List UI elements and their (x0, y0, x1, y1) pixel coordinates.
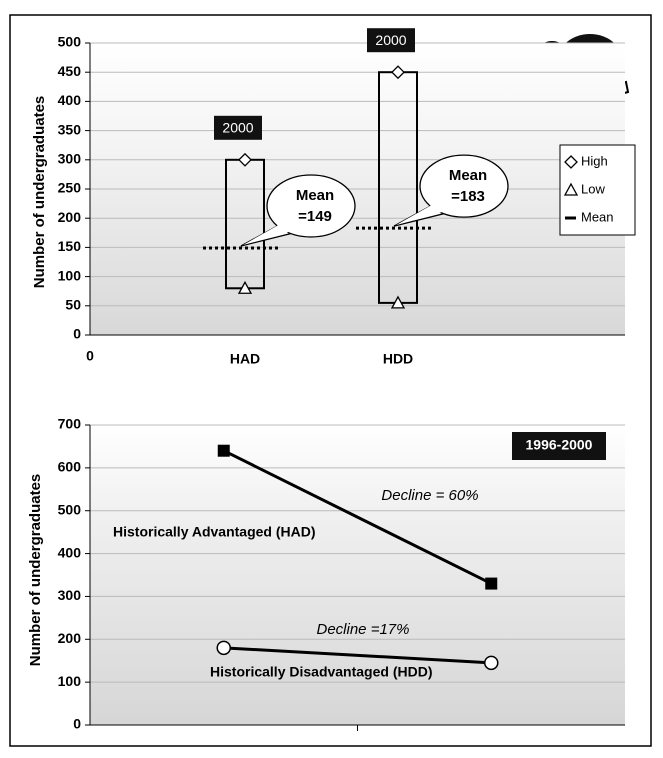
year-badge-text: 2000 (222, 120, 253, 136)
point (218, 445, 230, 457)
y-tick-label: 500 (58, 501, 82, 517)
point (485, 578, 497, 590)
page: Number of undergraduates Number of under… (0, 0, 663, 758)
point (485, 656, 498, 669)
y-tick-label: 200 (58, 630, 82, 646)
y-axis-label: Number of undergraduates (27, 474, 44, 667)
annotation: Decline = 60% (381, 487, 478, 504)
y-tick-label: 400 (58, 92, 82, 108)
y-tick-label: 250 (58, 180, 82, 196)
callout-text: Mean (449, 167, 487, 184)
y-axis-label: Number of undergraduates (31, 96, 48, 289)
legend-label: Low (581, 181, 605, 196)
callout-text: =149 (298, 208, 332, 225)
y-tick-label: 300 (58, 151, 82, 167)
callout-text: Mean (296, 187, 334, 204)
y-tick-label: 0 (73, 716, 81, 732)
y-tick-label: 100 (58, 673, 82, 689)
y-tick-label: 50 (65, 297, 81, 313)
annotation: Decline =17% (317, 621, 410, 638)
year-badge-text: 2000 (375, 32, 406, 48)
y-tick-label: 600 (58, 459, 82, 475)
x-tick-label: HDD (383, 351, 413, 367)
y-tick-label: 0 (73, 326, 81, 342)
legend-label: Mean (581, 209, 614, 224)
x-start-label: 0 (86, 348, 94, 364)
y-tick-label: 500 (58, 34, 82, 50)
point (217, 641, 230, 654)
y-tick-label: 150 (58, 238, 82, 254)
y-tick-label: 350 (58, 121, 82, 137)
plot-area (90, 425, 625, 725)
y-tick-label: 700 (58, 416, 82, 432)
y-tick-label: 100 (58, 267, 82, 283)
y-tick-label: 450 (58, 63, 82, 79)
series-label: Historically Advantaged (HAD) (113, 524, 316, 540)
callout-text: =183 (451, 188, 485, 205)
legend-label: High (581, 153, 608, 168)
y-tick-label: 200 (58, 209, 82, 225)
period-badge-text: 1996-2000 (526, 437, 593, 453)
x-tick-label: HAD (230, 351, 260, 367)
series-label: Historically Disadvantaged (HDD) (210, 664, 433, 680)
y-tick-label: 400 (58, 544, 82, 560)
y-tick-label: 300 (58, 587, 82, 603)
